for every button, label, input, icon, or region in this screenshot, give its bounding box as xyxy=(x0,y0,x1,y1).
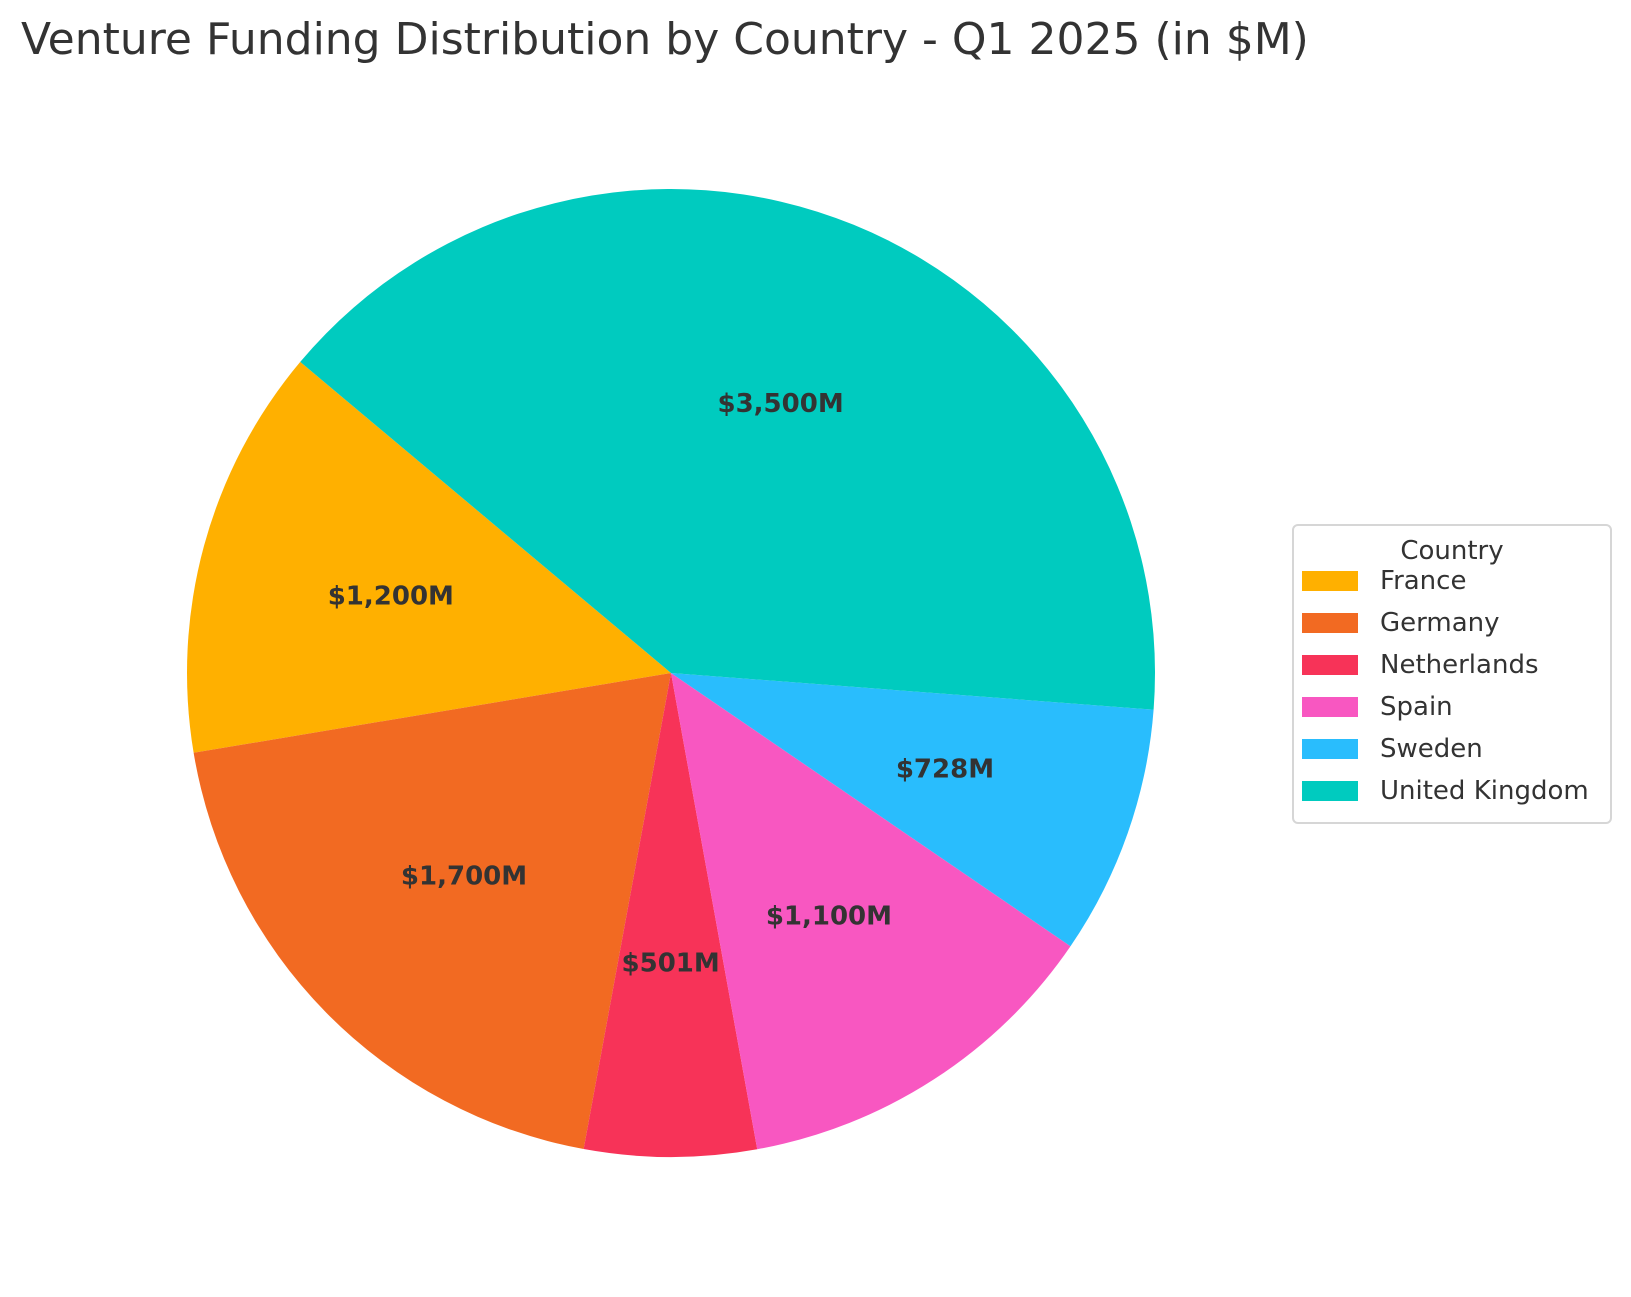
legend-label-germany: Germany xyxy=(1380,608,1500,638)
slice-label-netherlands: $501M xyxy=(622,948,720,978)
legend-item-france: France xyxy=(1302,566,1466,596)
legend-swatch-france xyxy=(1302,571,1358,591)
legend-item-spain: Spain xyxy=(1302,692,1453,722)
slice-label-spain: $1,100M xyxy=(766,902,892,932)
pie-slice-france xyxy=(186,361,671,753)
legend-swatch-spain xyxy=(1302,697,1358,717)
legend-swatch-sweden xyxy=(1302,739,1358,759)
legend-swatch-netherlands xyxy=(1302,655,1358,675)
slice-label-germany: $1,700M xyxy=(401,862,527,892)
legend-title: Country xyxy=(1400,536,1504,566)
legend-label-france: France xyxy=(1380,566,1467,596)
pie-slice-sweden xyxy=(671,673,1154,947)
legend-label-united-kingdom: United Kingdom xyxy=(1380,776,1589,806)
legend-swatch-united-kingdom xyxy=(1302,781,1358,801)
slice-label-united-kingdom: $3,500M xyxy=(717,389,843,419)
pie-slice-labels: $1,200M $1,700M $501M $1,100M $728M $3,500M xyxy=(328,389,994,978)
legend-item-sweden: Sweden xyxy=(1302,734,1483,764)
legend-item-germany: Germany xyxy=(1302,608,1500,638)
slice-label-france: $1,200M xyxy=(328,582,454,612)
pie-slices xyxy=(186,189,1155,1157)
pie-slice-united-kingdom xyxy=(300,189,1155,710)
pie-slice-netherlands xyxy=(583,673,758,1157)
legend: Country France Germany Netherlands Spain Swe… xyxy=(1292,524,1612,824)
pie-slice-germany xyxy=(193,673,671,1150)
legend-label-sweden: Sweden xyxy=(1380,734,1483,764)
legend-label-netherlands: Netherlands xyxy=(1380,650,1539,680)
legend-item-united-kingdom: United Kingdom xyxy=(1302,776,1589,806)
legend-swatch-germany xyxy=(1302,613,1358,633)
chart-title: Venture Funding Distribution by Country … xyxy=(21,14,1309,65)
legend-item-netherlands: Netherlands xyxy=(1302,650,1539,680)
legend-label-spain: Spain xyxy=(1380,692,1453,722)
slice-label-sweden: $728M xyxy=(896,754,994,784)
pie-slice-spain xyxy=(671,673,1071,1150)
